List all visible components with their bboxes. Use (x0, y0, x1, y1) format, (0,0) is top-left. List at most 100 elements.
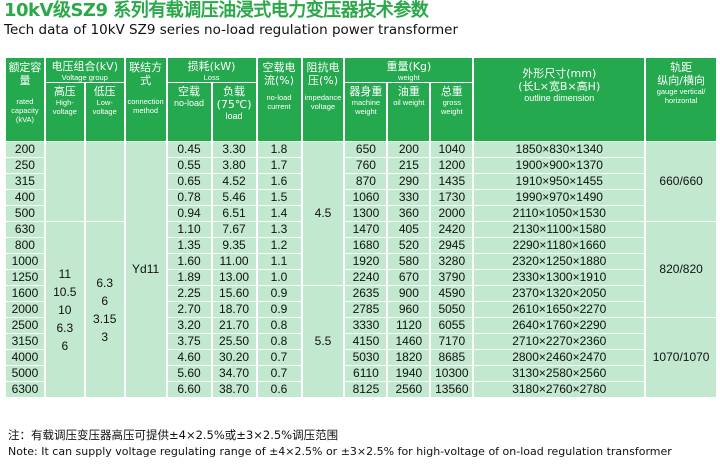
dimension-cell: 3130×2580×2560 (474, 366, 645, 381)
capacity-cell: 500 (6, 206, 44, 221)
hv-blank-cell (45, 142, 84, 221)
machine-weight-cell: 650 (345, 142, 387, 157)
noload-current-cell: 0.9 (257, 302, 301, 317)
noload-current-cell: 1.0 (257, 270, 301, 285)
load-loss-cell: 18.70 (212, 302, 256, 317)
oil-weight-cell: 215 (388, 158, 430, 173)
header-load-loss: 负载(75℃) load (212, 83, 256, 141)
spec-table: 额定容量 rated capacity (kVA) 电压组合(kV) Volta… (4, 57, 718, 398)
noload-current-cell: 1.5 (257, 190, 301, 205)
noload-loss-cell: 0.45 (167, 142, 211, 157)
noload-loss-cell: 1.10 (167, 222, 211, 237)
header-row-1: 额定容量 rated capacity (kVA) 电压组合(kV) Volta… (6, 58, 716, 141)
table-row: 1000 1.60 11.00 1.1 1920 580 3280 2320×1250×188… (6, 254, 716, 269)
oil-weight-cell: 1820 (388, 350, 430, 365)
capacity-cell: 4000 (6, 350, 44, 365)
dimension-cell: 2290×1180×1660 (474, 238, 645, 253)
dimension-cell: 2800×2460×2470 (474, 350, 645, 365)
noload-loss-cell: 6.60 (167, 382, 211, 397)
gross-weight-cell: 2420 (431, 222, 473, 237)
oil-weight-cell: 1940 (388, 366, 430, 381)
dimension-cell: 2330×1300×1910 (474, 270, 645, 285)
capacity-cell: 250 (6, 158, 44, 173)
header-weight: 重量(Kg) weight (345, 58, 473, 82)
machine-weight-cell: 1300 (345, 206, 387, 221)
table-row: 4000 4.60 30.20 0.7 5030 1820 8685 2800×2460×24… (6, 350, 716, 365)
machine-weight-cell: 870 (345, 174, 387, 189)
machine-weight-cell: 2240 (345, 270, 387, 285)
noload-loss-cell: 4.60 (167, 350, 211, 365)
connection-cell: Yd11 (125, 142, 166, 397)
machine-weight-cell: 760 (345, 158, 387, 173)
gross-weight-cell: 3280 (431, 254, 473, 269)
header-hv: 高压 High-voltage (45, 83, 84, 141)
load-loss-cell: 34.70 (212, 366, 256, 381)
impedance-cell: 5.5 (302, 286, 344, 397)
dimension-cell: 2610×1650×2270 (474, 302, 645, 317)
gross-weight-cell: 1040 (431, 142, 473, 157)
header-noload-loss: 空载 no-load (167, 83, 211, 141)
capacity-cell: 5000 (6, 366, 44, 381)
capacity-cell: 200 (6, 142, 44, 157)
gross-weight-cell: 6055 (431, 318, 473, 333)
gross-weight-cell: 10300 (431, 366, 473, 381)
gauge-cell: 660/660 (646, 142, 716, 221)
gross-weight-cell: 1435 (431, 174, 473, 189)
machine-weight-cell: 5030 (345, 350, 387, 365)
table-row: 400 0.78 5.46 1.5 1060 330 1730 1990×970×1490 (6, 190, 716, 205)
gross-weight-cell: 1200 (431, 158, 473, 173)
oil-weight-cell: 200 (388, 142, 430, 157)
machine-weight-cell: 3330 (345, 318, 387, 333)
dimension-cell: 1910×950×1455 (474, 174, 645, 189)
gross-weight-cell: 2000 (431, 206, 473, 221)
noload-loss-cell: 1.60 (167, 254, 211, 269)
load-loss-cell: 38.70 (212, 382, 256, 397)
table-row: 250 0.55 3.80 1.7 760 215 1200 1900×900×1370 (6, 158, 716, 173)
noload-current-cell: 1.2 (257, 238, 301, 253)
noload-loss-cell: 3.75 (167, 334, 211, 349)
noload-current-cell: 0.8 (257, 334, 301, 349)
page-title: 10kV级SZ9 系列有载调压油浸式电力变压器技术参数 (4, 0, 429, 21)
capacity-cell: 2000 (6, 302, 44, 317)
table-row: 2500 3.20 21.70 0.8 3330 1120 6055 2640×1760×22… (6, 318, 716, 397)
dimension-cell: 2370×1320×2050 (474, 286, 645, 301)
capacity-cell: 1600 (6, 286, 44, 301)
machine-weight-cell: 1680 (345, 238, 387, 253)
noload-loss-cell: 5.60 (167, 366, 211, 381)
load-loss-cell: 3.30 (212, 142, 256, 157)
header-voltage: 电压组合(kV) Voltage group (45, 58, 124, 82)
machine-weight-cell: 6110 (345, 366, 387, 381)
page-subtitle: Tech data of 10kV SZ9 series no-load reg… (4, 22, 459, 38)
table-row: 2000 2.70 18.70 0.9 2785 960 5050 2610×1650×227… (6, 302, 716, 317)
noload-current-cell: 0.9 (257, 286, 301, 301)
oil-weight-cell: 1120 (388, 318, 430, 333)
header-row-2: 高压 High-voltage 低压 Low-voltage 空载 no-loa… (6, 83, 716, 141)
noload-current-cell: 0.6 (257, 382, 301, 397)
load-loss-cell: 13.00 (212, 270, 256, 285)
oil-weight-cell: 670 (388, 270, 430, 285)
table-row: 800 1.35 9.35 1.2 1680 520 2945 2290×1180×1660 (6, 238, 716, 253)
gauge-cell: 1070/1070 (646, 318, 716, 397)
oil-weight-cell: 330 (388, 190, 430, 205)
machine-weight-cell: 1470 (345, 222, 387, 237)
noload-current-cell: 1.1 (257, 254, 301, 269)
load-loss-cell: 15.60 (212, 286, 256, 301)
noload-loss-cell: 0.65 (167, 174, 211, 189)
load-loss-cell: 6.51 (212, 206, 256, 221)
load-loss-cell: 5.46 (212, 190, 256, 205)
oil-weight-cell: 1460 (388, 334, 430, 349)
capacity-cell: 2500 (6, 318, 44, 333)
noload-current-cell: 1.3 (257, 222, 301, 237)
dimension-cell: 2640×1760×2290 (474, 318, 645, 333)
oil-weight-cell: 405 (388, 222, 430, 237)
gross-weight-cell: 5050 (431, 302, 473, 317)
noload-current-cell: 0.7 (257, 366, 301, 381)
noload-current-cell: 1.8 (257, 142, 301, 157)
table-row: 3150 3.75 25.50 0.8 4150 1460 7170 2710×2270×23… (6, 334, 716, 349)
machine-weight-cell: 8125 (345, 382, 387, 397)
dimension-cell: 1850×830×1340 (474, 142, 645, 157)
header-oil-weight: 油重 oil weight (388, 83, 430, 141)
capacity-cell: 1250 (6, 270, 44, 285)
dimension-cell: 1990×970×1490 (474, 190, 645, 205)
noload-loss-cell: 3.20 (167, 318, 211, 333)
